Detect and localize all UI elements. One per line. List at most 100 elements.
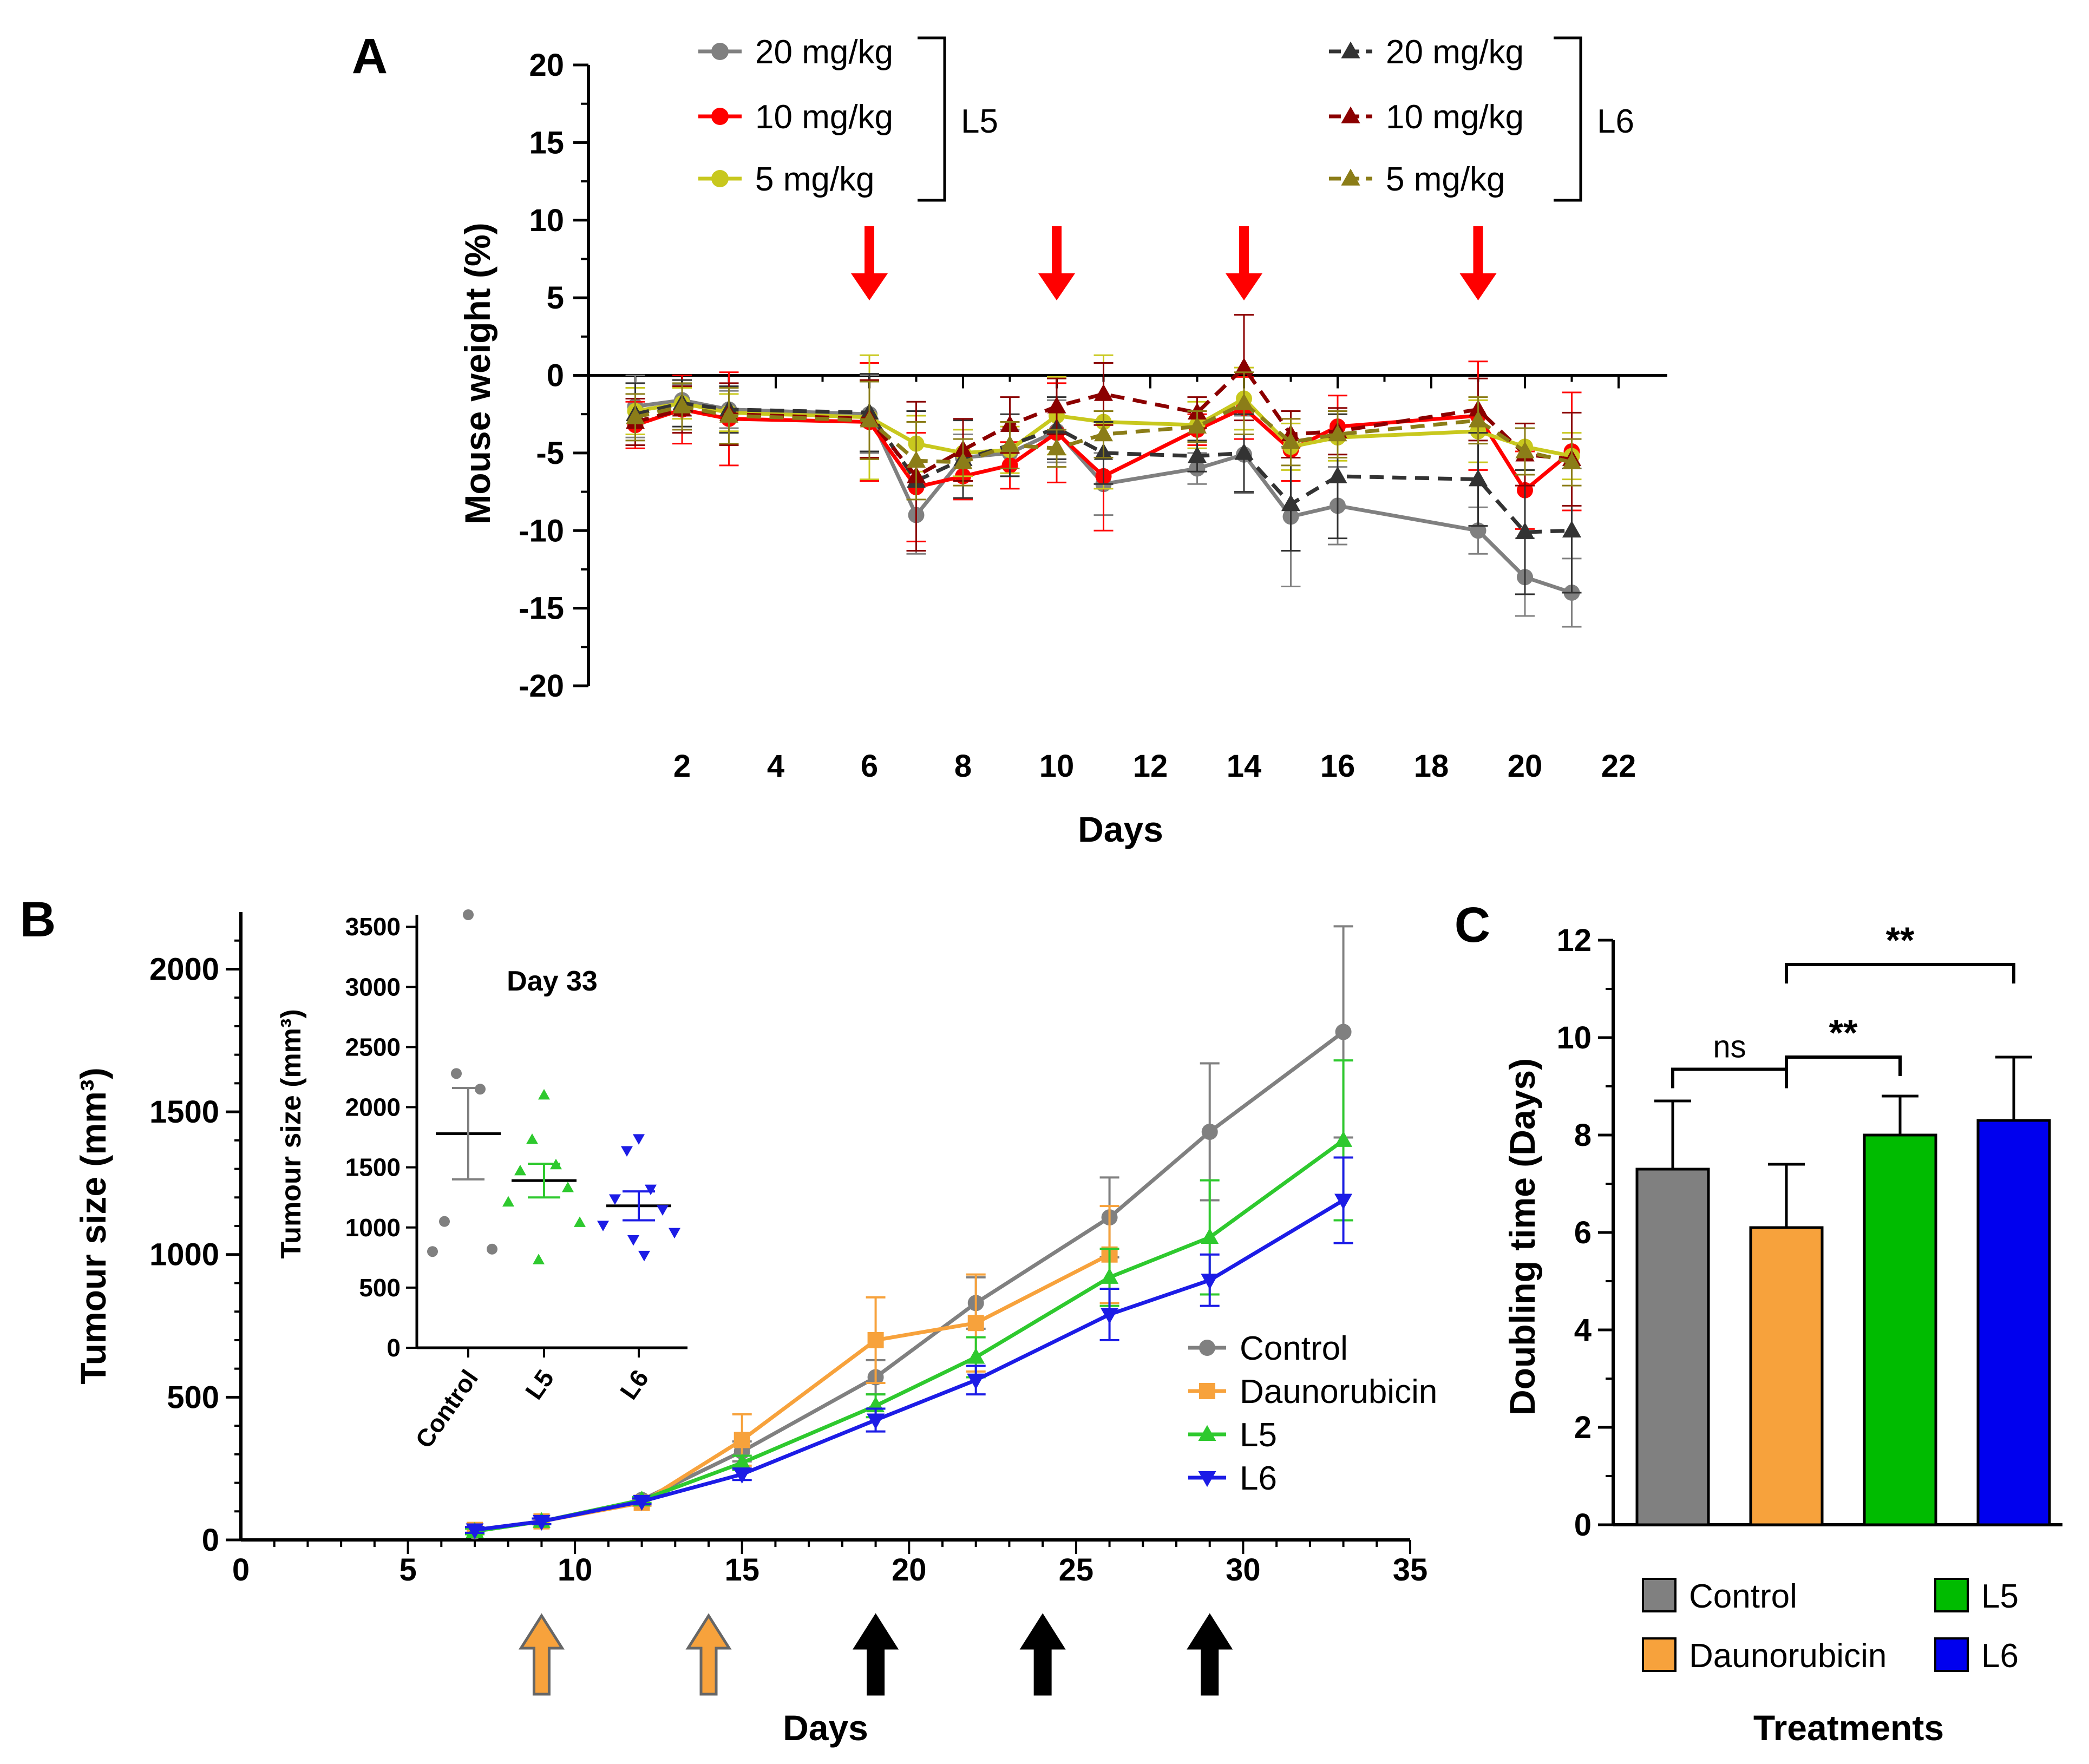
y-tick-label: -10 [519, 513, 564, 548]
y-tick-label: 15 [529, 125, 564, 160]
arrow-body [518, 1613, 565, 1696]
legend-marker [1341, 168, 1360, 186]
y-tick-label: -5 [536, 436, 564, 471]
inset-data-point [533, 1254, 545, 1264]
legend-bracket-l5 [918, 36, 946, 202]
significance-bracket [1671, 1067, 1788, 1088]
data-point [1562, 520, 1582, 538]
y-tick-label: 8 [1574, 1118, 1592, 1153]
data-point [733, 1467, 751, 1484]
series-l6-5mgkg [625, 371, 1582, 501]
y-tick-label: 20 [529, 48, 564, 83]
legend-label: 5 mg/kg [755, 161, 875, 198]
data-point [1334, 1131, 1353, 1147]
legend-swatch [1642, 1637, 1677, 1672]
bar-daunorubicin [1749, 1226, 1824, 1526]
legend-marker [1341, 106, 1360, 123]
inset-x-tick-label: L5 [520, 1365, 559, 1405]
data-point [1281, 494, 1301, 512]
legend-label: L5 [1240, 1417, 1277, 1454]
data-point [1468, 469, 1488, 487]
x-tick-label: 16 [1320, 749, 1355, 784]
bar-control [1635, 1168, 1710, 1526]
legend-label: 20 mg/kg [755, 34, 893, 71]
treatment-arrow [1187, 1613, 1233, 1696]
inset-data-point [550, 1158, 562, 1170]
legend-marker [1341, 41, 1360, 58]
arrow-body [685, 1613, 732, 1696]
legend-swatch [1934, 1637, 1969, 1672]
legend-swatch [1934, 1578, 1969, 1612]
legend-label: L6 [1240, 1460, 1277, 1497]
panel-letter-b: B [20, 892, 56, 947]
legend-label: 20 mg/kg [1386, 34, 1524, 71]
inset-data-point [487, 1243, 497, 1255]
y-tick-label: -15 [519, 591, 564, 626]
data-point [734, 1432, 750, 1448]
x-tick-label: 6 [861, 749, 878, 784]
data-point [1047, 396, 1066, 414]
legend-label: 5 mg/kg [1386, 161, 1505, 198]
x-axis-title: Days [783, 1708, 868, 1748]
data-point [867, 1332, 884, 1348]
series-line [474, 1198, 1345, 1532]
y-tick-label: 10 [529, 203, 564, 238]
data-point [1187, 446, 1207, 463]
panel-letter-a: A [352, 29, 388, 84]
arrow-head [1038, 273, 1075, 300]
panel-letter-c: C [1455, 897, 1490, 953]
x-tick-label: 22 [1601, 749, 1636, 784]
y-axis-title: Mouse weight (%) [457, 222, 497, 524]
data-point [1328, 466, 1347, 483]
series-daunorubicin [465, 1205, 1119, 1538]
data-point [1468, 410, 1488, 428]
inset-data-point [526, 1133, 538, 1144]
data-point [1515, 522, 1535, 539]
arrow-head [851, 273, 888, 300]
bar-l6 [1976, 1119, 2051, 1526]
x-tick-label: 14 [1227, 749, 1262, 784]
data-point [967, 1348, 985, 1364]
x-axis-title: Treatments [1753, 1708, 1944, 1748]
x-tick-label: 20 [1508, 749, 1543, 784]
data-point [1201, 1124, 1218, 1140]
legend-marker [1198, 1425, 1216, 1441]
data-point [1187, 416, 1207, 434]
arrow-head [1459, 273, 1497, 300]
x-tick-label: 10 [1039, 749, 1075, 784]
dose-arrow [1226, 226, 1262, 300]
daunorubicin-arrow [518, 1613, 565, 1696]
significance-label: ns [1713, 1029, 1746, 1065]
arrow-body [1019, 1613, 1066, 1696]
data-point [867, 1413, 885, 1429]
dose-arrow [1459, 226, 1497, 300]
arrow-shaft [1473, 226, 1483, 279]
x-tick-label: 15 [724, 1552, 759, 1588]
x-tick-label: 35 [1393, 1552, 1428, 1588]
inset-data-point [475, 1084, 486, 1095]
inset-data-point [621, 1146, 633, 1157]
y-axis-title: Doubling time (Days) [1502, 1058, 1542, 1415]
y-tick-label: 0 [202, 1523, 219, 1558]
y-tick-label: 0 [1574, 1507, 1592, 1543]
data-point [466, 1523, 484, 1539]
x-tick-label: 25 [1059, 1552, 1094, 1588]
arrow-body [853, 1613, 899, 1696]
inset-data-point [502, 1196, 514, 1207]
y-tick-label: 6 [1574, 1215, 1592, 1250]
data-point [967, 1315, 984, 1332]
significance-label: ** [1829, 1012, 1858, 1053]
panel-a: A 20 15 10 5 0 -5 -10 -15 -20 2 4 6 8 10 12 14 16 18 20 22 Da… [352, 29, 1667, 849]
inset-data-point [574, 1216, 586, 1227]
dose-arrow [851, 226, 888, 300]
legend-a: 20 mg/kg 10 mg/kg 5 mg/kg L5 20 mg/kg 10 mg/k… [698, 34, 1634, 202]
arrow-shaft [1052, 226, 1062, 279]
data-point [1093, 384, 1114, 401]
y-tick-label: 4 [1574, 1313, 1592, 1348]
inset-x-tick-label: L6 [614, 1365, 654, 1405]
inset-y-tick-label: 2000 [345, 1093, 401, 1122]
data-point [1201, 1228, 1219, 1244]
legend-marker [711, 43, 729, 60]
y-tick-label: 500 [167, 1380, 219, 1415]
legend-label: Daunorubicin [1240, 1373, 1437, 1411]
